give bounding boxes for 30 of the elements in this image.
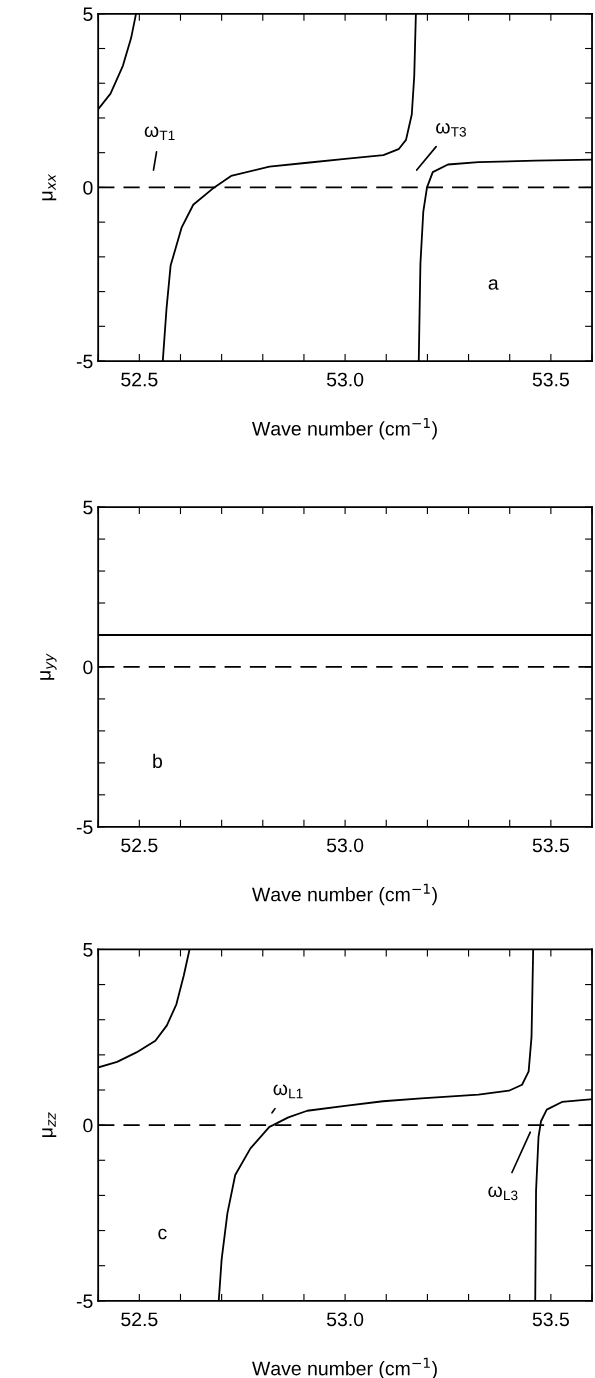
y-tick-label: 0 [83,1118,93,1133]
y-tick-label: 5 [83,943,93,957]
annotation: c [158,1228,167,1240]
y-tick-label: -5 [76,354,93,369]
y-tick-label: 5 [83,7,93,22]
y-tick-label: 0 [83,660,93,675]
y-axis-title: μ$_{xx}$ [42,173,57,201]
x-tick-label: 52.5 [121,838,158,853]
x-tick-label: 52.5 [121,1312,158,1327]
annotation: ω$_{L1}$ [273,1084,303,1099]
x-axis-title: Wave number (cm$^{−1}$) [252,418,437,440]
y-axis-title: μ$_{yy}$ [40,653,57,680]
x-tick-label: 53.5 [532,372,569,387]
annotation: ω$_{T1}$ [144,126,175,141]
y-tick-label: 5 [83,500,93,515]
y-tick-label: -5 [76,820,93,835]
x-tick-label: 53.0 [326,838,364,853]
y-axis-title: μ$_{zz}$ [42,1112,57,1137]
y-tick-label: 0 [83,180,93,195]
y-tick-label: -5 [76,1294,93,1309]
x-tick-label: 53.5 [532,838,569,853]
annotation: ω$_{L3}$ [488,1186,518,1201]
x-tick-label: 53.5 [532,1312,569,1327]
x-axis-title: Wave number (cm$^{−1}$) [252,883,437,906]
x-tick-label: 53.0 [326,1312,364,1327]
x-tick-label: 53.0 [326,372,364,387]
x-tick-label: 52.5 [121,372,158,387]
annotation: a [488,279,499,290]
annotation: b [153,753,163,769]
annotation: ω$_{T3}$ [436,122,466,137]
